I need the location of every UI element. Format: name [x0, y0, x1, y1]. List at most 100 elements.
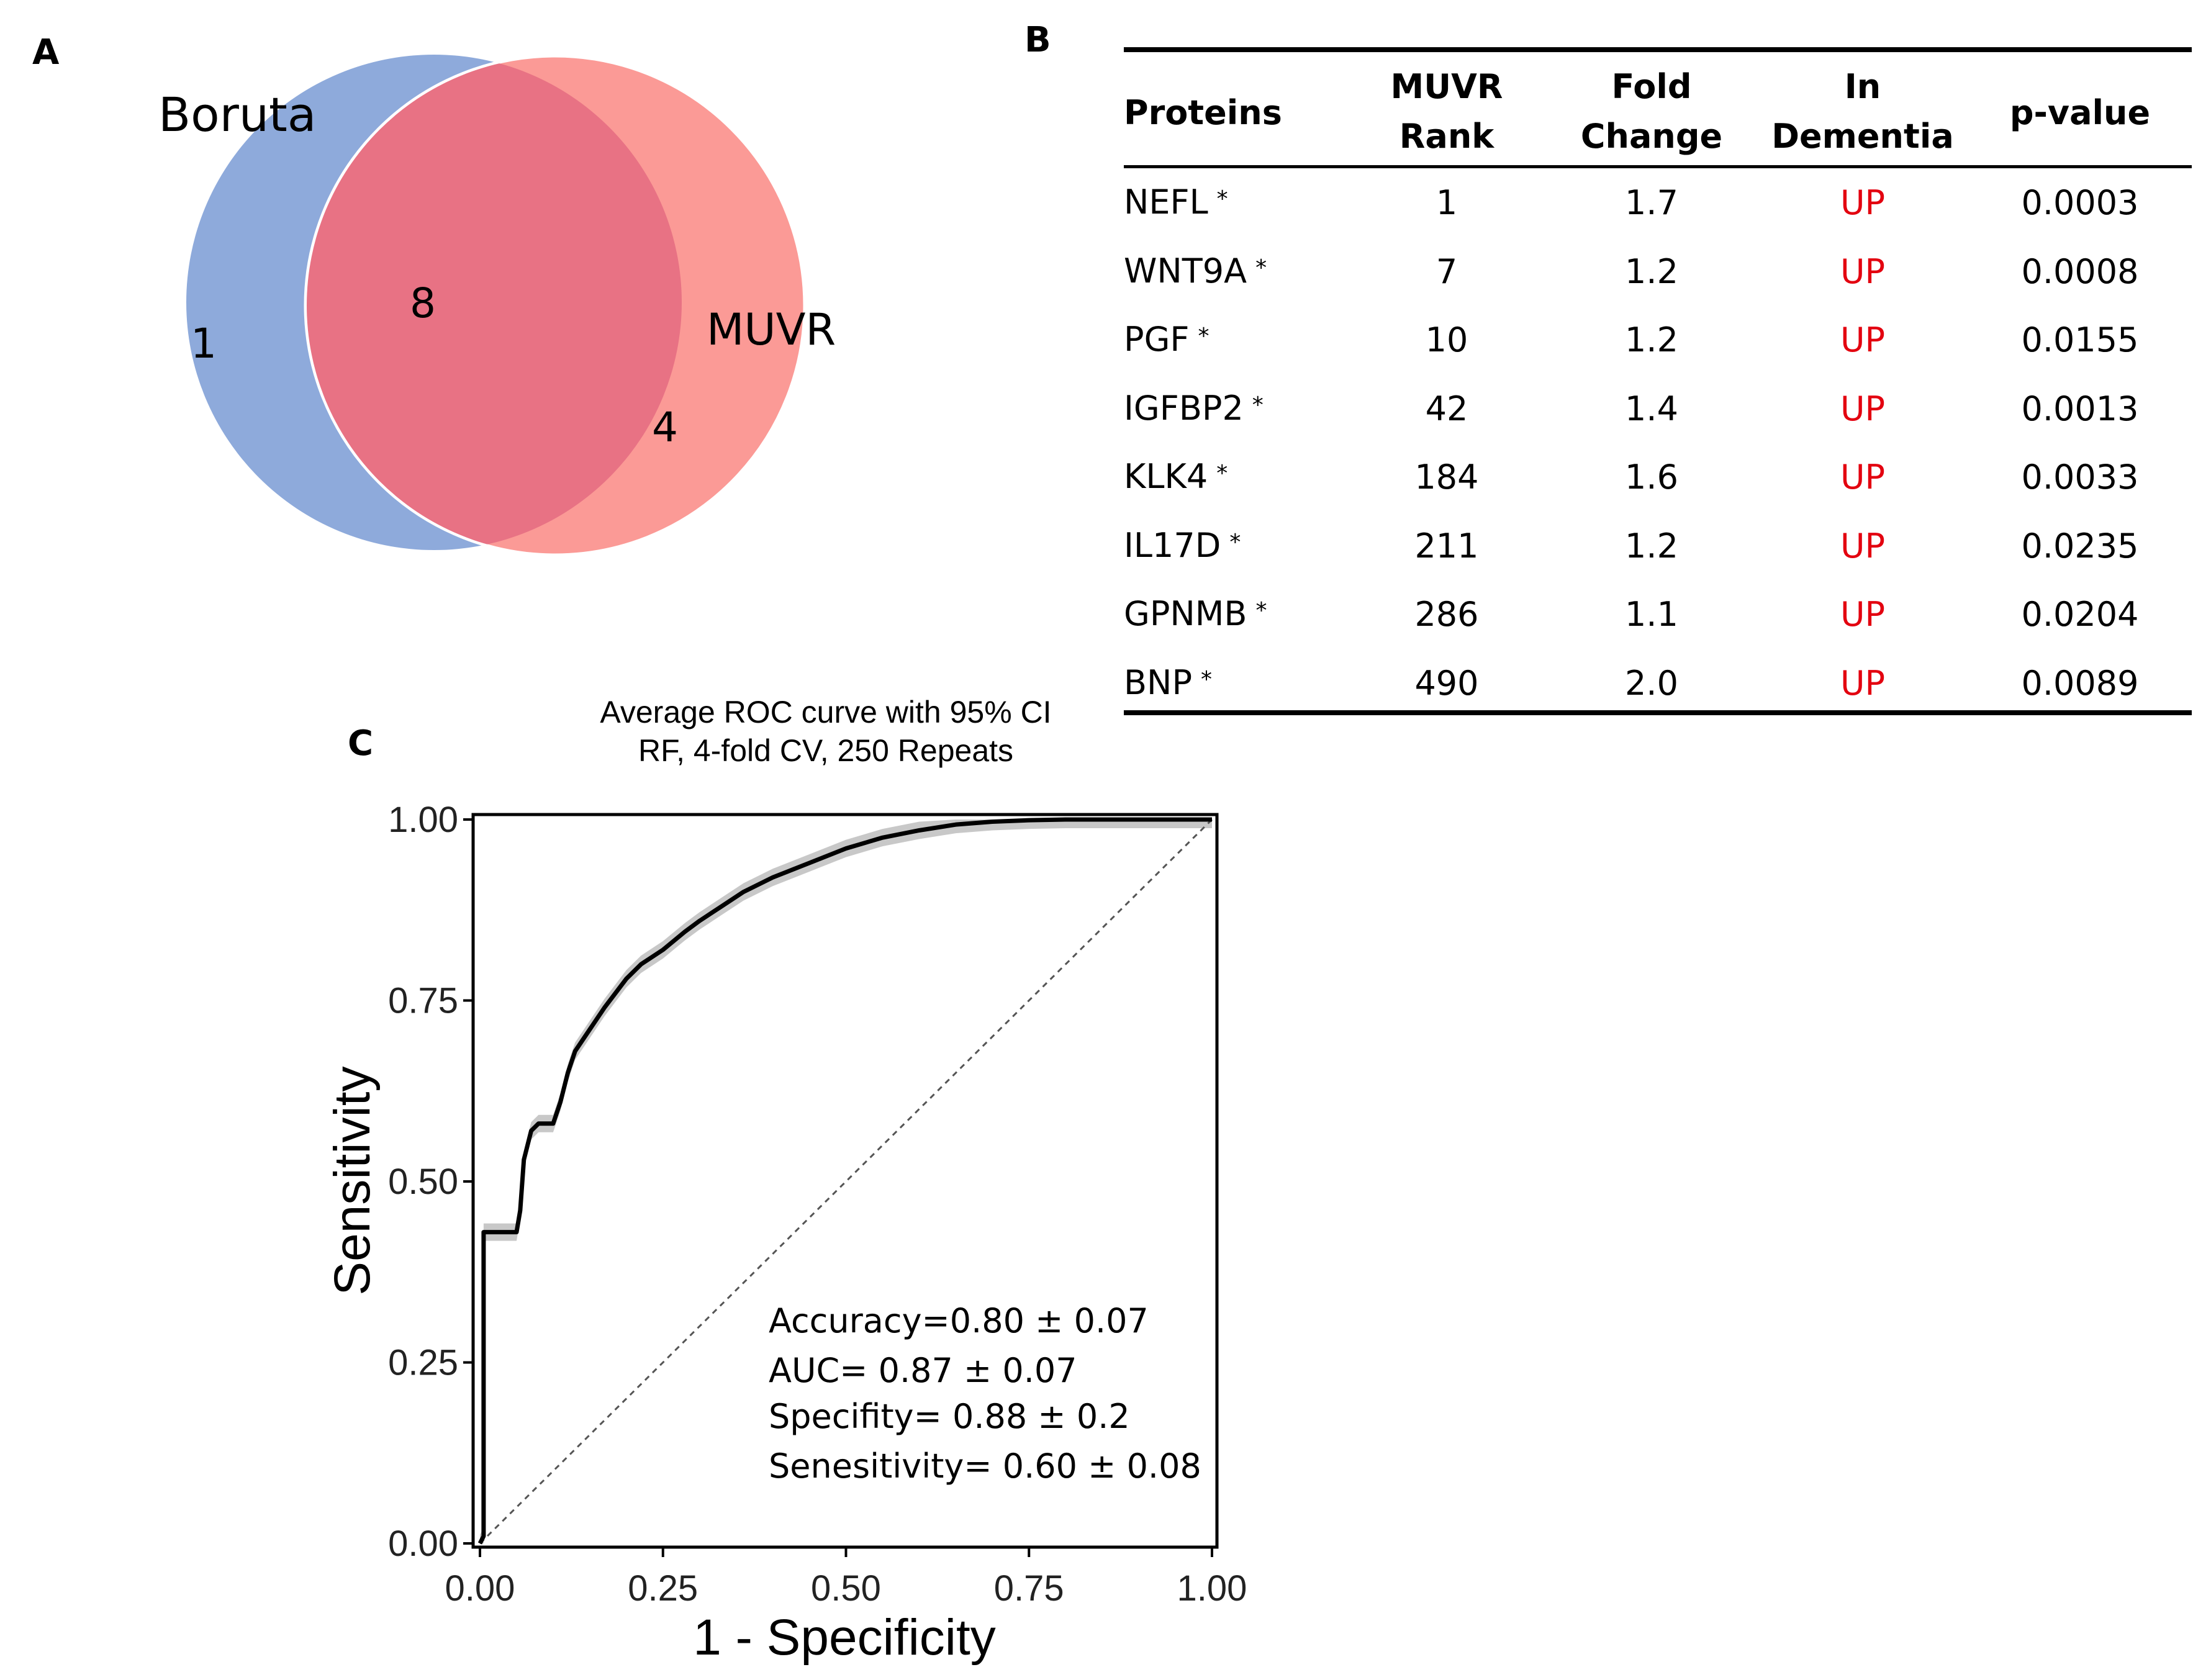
y-tick-label: 0.75 [388, 981, 458, 1021]
significance-marker: * [1198, 323, 1209, 349]
table-cell-fold: 1.2 [1625, 320, 1678, 359]
table-cell-direction: UP [1840, 183, 1886, 222]
significance-marker: * [1201, 666, 1213, 692]
table-cell-fold: 1.7 [1625, 183, 1678, 222]
header-fold-line2: Change [1580, 117, 1723, 156]
table-cell-direction: UP [1840, 526, 1886, 566]
table-cell-pvalue: 0.0013 [2021, 389, 2139, 428]
table-cell-protein: KLK4 * [1124, 452, 1347, 499]
protein-name: PGF [1124, 320, 1190, 359]
table-cell-direction: UP [1840, 320, 1886, 359]
table-header-rule [1124, 165, 2192, 168]
table-cell-rank: 286 [1414, 595, 1479, 634]
table-cell-direction: UP [1840, 595, 1886, 634]
header-proteins: Proteins [1124, 93, 1282, 132]
table-cell-protein: BNP * [1124, 658, 1347, 705]
chart-subtitle: RF, 4-fold CV, 250 Repeats [638, 733, 1014, 768]
metric-specificity: Specifity= 0.88 ± 0.2 [769, 1397, 1130, 1436]
table-cell-protein: IGFBP2 * [1124, 384, 1347, 430]
y-tick-label: 0.25 [388, 1343, 458, 1383]
table-cell-direction: UP [1840, 251, 1886, 291]
venn-label-muvr: MUVR [707, 304, 836, 355]
roc-curve-line [477, 817, 1212, 1545]
header-fold-line1: Fold [1611, 67, 1692, 106]
table-cell-rank: 10 [1425, 320, 1468, 359]
table-cell-pvalue: 0.0204 [2021, 595, 2139, 634]
table-cell-pvalue: 0.0089 [2021, 663, 2139, 703]
protein-name: KLK4 [1124, 457, 1208, 496]
y-tick-label: 0.50 [388, 1162, 458, 1202]
header-dementia-line2: Dementia [1771, 117, 1954, 156]
header-pvalue: p-value [2009, 93, 2151, 132]
table-cell-fold: 1.4 [1625, 389, 1678, 428]
y-tick-label: 0.00 [388, 1524, 458, 1564]
table-cell-protein: IL17D * [1124, 521, 1347, 567]
significance-marker: * [1252, 392, 1264, 418]
table-cell-rank: 7 [1436, 251, 1458, 291]
x-tick-label: 0.75 [994, 1568, 1064, 1609]
panel-label-b: B [1024, 20, 1051, 60]
protein-name: BNP [1124, 662, 1193, 702]
protein-name: NEFL [1124, 183, 1208, 222]
significance-marker: * [1255, 255, 1267, 281]
table-cell-protein: GPNMB * [1124, 589, 1347, 636]
table-cell-rank: 1 [1436, 183, 1458, 222]
table-cell-pvalue: 0.0033 [2021, 458, 2139, 497]
panel-label-a: A [32, 32, 60, 73]
table-top-rule [1124, 47, 2192, 52]
panel-label-c: C [348, 723, 374, 764]
metric-auc: AUC= 0.87 ± 0.07 [769, 1351, 1077, 1390]
y-tick-label: 1.00 [388, 800, 458, 840]
table-cell-fold: 1.2 [1625, 251, 1678, 291]
header-rank-line1: MUVR [1390, 67, 1503, 106]
table-cell-rank: 490 [1414, 663, 1479, 703]
x-tick-label: 0.50 [811, 1568, 881, 1609]
table-cell-direction: UP [1840, 389, 1886, 428]
header-dementia-line1: In [1844, 67, 1881, 106]
protein-name: GPNMB [1124, 594, 1247, 633]
significance-marker: * [1255, 598, 1267, 623]
y-axis-title: Sensitivity [324, 1066, 381, 1295]
table-bottom-rule [1124, 710, 2192, 715]
x-tick-label: 0.25 [628, 1568, 698, 1609]
table-cell-pvalue: 0.0008 [2021, 251, 2139, 291]
table-cell-direction: UP [1840, 663, 1886, 703]
table-cell-rank: 184 [1414, 458, 1479, 497]
venn-diagram [186, 54, 807, 557]
table-cell-fold: 1.6 [1625, 458, 1678, 497]
table-cell-fold: 2.0 [1625, 663, 1678, 703]
header-rank-line2: Rank [1399, 117, 1494, 156]
table-cell-rank: 42 [1425, 389, 1468, 428]
protein-name: IL17D [1124, 525, 1221, 565]
reference-diagonal-line [479, 818, 1213, 1545]
venn-count-boruta-only: 1 [191, 320, 217, 368]
table-cell-fold: 1.2 [1625, 526, 1678, 566]
roc-lines-layer [477, 817, 1213, 1545]
x-tick-label: 1.00 [1177, 1568, 1247, 1609]
chart-title: Average ROC curve with 95% CI [600, 695, 1052, 729]
significance-marker: * [1216, 461, 1228, 486]
metric-sensitivity: Senesitivity= 0.60 ± 0.08 [769, 1447, 1201, 1486]
x-axis-title: 1 - Specificity [693, 1609, 996, 1666]
venn-count-overlap: 8 [410, 279, 436, 327]
table-cell-rank: 211 [1414, 526, 1479, 566]
metric-accuracy: Accuracy=0.80 ± 0.07 [769, 1301, 1149, 1340]
table-cell-protein: NEFL * [1124, 178, 1347, 224]
table-cell-pvalue: 0.0003 [2021, 183, 2139, 222]
table-cell-protein: PGF * [1124, 315, 1347, 361]
significance-marker: * [1229, 529, 1241, 555]
table-cell-protein: WNT9A * [1124, 246, 1347, 293]
significance-marker: * [1216, 186, 1228, 212]
table-cell-pvalue: 0.0235 [2021, 526, 2139, 566]
venn-count-muvr-only: 4 [652, 404, 678, 451]
x-tick-label: 0.00 [445, 1568, 515, 1609]
protein-name: WNT9A [1124, 251, 1247, 291]
axis-ticks-layer: 0.00 0.25 0.50 0.75 1.00 0.00 0.25 0.50 0.75 1.00 [388, 800, 1247, 1609]
table-cell-direction: UP [1840, 458, 1886, 497]
table-cell-fold: 1.1 [1625, 595, 1678, 634]
venn-label-boruta: Boruta [158, 87, 317, 142]
table-cell-pvalue: 0.0155 [2021, 320, 2139, 359]
protein-name: IGFBP2 [1124, 388, 1244, 428]
